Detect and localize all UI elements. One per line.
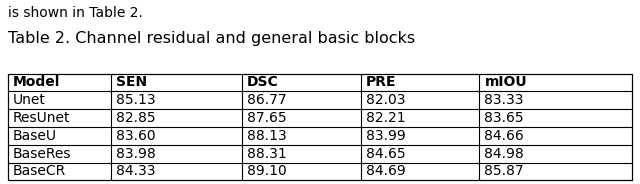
Text: 83.33: 83.33 [484,93,524,107]
Text: 84.69: 84.69 [365,164,406,178]
Text: 86.77: 86.77 [247,93,287,107]
Text: DSC: DSC [247,75,279,89]
Text: 85.13: 85.13 [116,93,156,107]
Text: BaseRes: BaseRes [13,147,71,161]
Text: 82.85: 82.85 [116,111,156,125]
Text: 83.60: 83.60 [116,129,156,143]
Text: BaseU: BaseU [13,129,57,143]
Text: 83.99: 83.99 [365,129,406,143]
Text: 87.65: 87.65 [247,111,287,125]
Text: 84.65: 84.65 [365,147,405,161]
Text: BaseCR: BaseCR [13,164,66,178]
Text: 84.33: 84.33 [116,164,156,178]
Text: Table 2. Channel residual and general basic blocks: Table 2. Channel residual and general ba… [8,31,415,46]
Text: 84.98: 84.98 [484,147,524,161]
Text: 88.13: 88.13 [247,129,287,143]
Text: 89.10: 89.10 [247,164,287,178]
Text: 82.03: 82.03 [365,93,405,107]
Text: 88.31: 88.31 [247,147,287,161]
Text: PRE: PRE [365,75,396,89]
Text: ResUnet: ResUnet [13,111,70,125]
Text: 83.65: 83.65 [484,111,524,125]
Text: Model: Model [13,75,60,89]
Text: Unet: Unet [13,93,45,107]
Text: 83.98: 83.98 [116,147,156,161]
Text: is shown in Table 2.: is shown in Table 2. [8,6,143,20]
Text: 85.87: 85.87 [484,164,524,178]
Text: SEN: SEN [116,75,147,89]
Text: 84.66: 84.66 [484,129,524,143]
Text: 82.21: 82.21 [365,111,405,125]
Bar [8,74,632,180]
Text: mIOU: mIOU [484,75,527,89]
